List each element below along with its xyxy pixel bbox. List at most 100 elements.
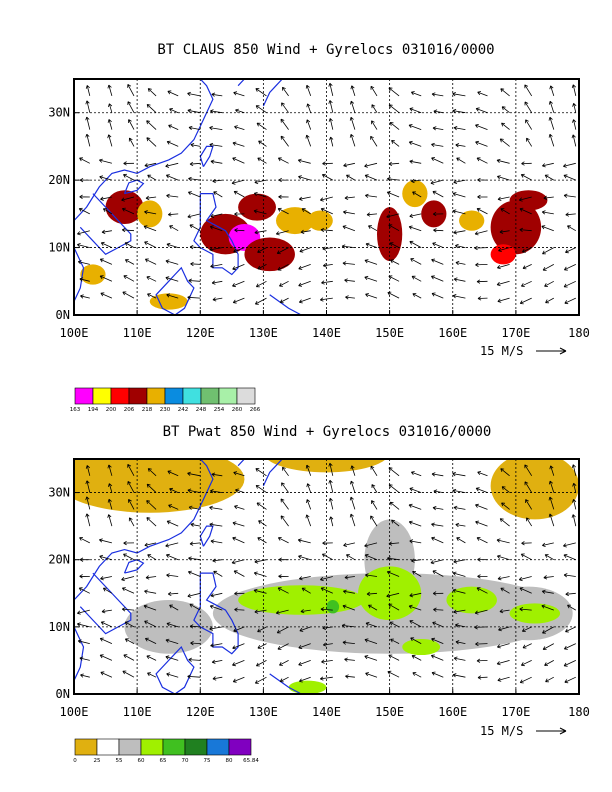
panel1-gridlines [74,79,579,315]
wind-vector [276,247,289,255]
wind-vector [409,620,422,628]
wind-vector [477,557,488,562]
wind-vector [187,674,201,679]
wind-vector [124,259,135,265]
wind-vector [188,505,201,510]
wind-vector [166,140,179,147]
wind-vector [455,623,466,628]
wind-vector [543,575,554,580]
wind-vector [85,100,91,113]
wind-vector [564,676,576,684]
wind-vector [452,673,466,678]
wind-vector [168,124,179,130]
wind-vector [79,194,90,199]
wind-vector [567,225,577,232]
wind-vector [306,499,312,510]
x-tick-label: 110E [123,705,152,719]
wind-vector [496,660,510,666]
wind-vector [277,537,289,544]
wind-vector [571,514,577,527]
wind-vector [322,540,333,546]
wind-vector [233,626,245,633]
wind-vector [410,91,422,97]
wind-vector [563,162,576,168]
wind-vector [319,676,333,681]
wind-vector [320,196,333,202]
colorbar-swatch-4 [146,387,166,405]
wind-vector [255,280,267,288]
wind-vector [253,209,267,215]
wind-vector [212,178,223,184]
wind-vector [412,293,422,299]
wind-vector [277,264,289,271]
wind-vector [387,291,400,299]
colorbar-label-5: 230 [160,407,171,413]
wind-vector [433,607,444,612]
wind-vector [187,108,201,114]
wind-vector [430,179,444,185]
wind-vector [563,174,576,181]
wind-vector [101,609,112,614]
wind-vector [496,538,510,544]
wind-vector [499,518,510,527]
coastline-8 [269,294,302,315]
colorbar-label-8: 65.84 [243,758,259,764]
wind-vector [257,264,267,270]
wind-vector [519,676,532,684]
wind-vector [127,101,135,113]
wind-vector [277,643,289,650]
wind-vector [306,103,312,113]
wind-vector [343,589,355,594]
wind-vector [231,179,245,185]
wind-vector [232,536,245,544]
colorbar-label-1: 25 [94,758,101,764]
wind-vector [169,604,179,611]
colorbar-swatch-9 [236,387,256,405]
wind-vector [364,655,378,661]
wind-vector [565,212,576,217]
wind-vector [431,522,444,527]
wind-vector [165,276,179,282]
wind-vector [498,247,510,252]
wind-vector [498,626,510,632]
wind-vector [107,498,113,510]
y-tick-label: 0N [56,308,70,322]
x-tick-label: 160E [438,326,467,340]
wind-vector [320,587,333,594]
wind-vector [524,84,533,97]
wind-vector [522,643,532,649]
wind-vector [431,258,444,265]
wind-vector [342,604,356,611]
wind-vector [432,591,444,596]
colorbar-label-6: 75 [204,758,211,764]
wind-vector [476,658,488,663]
wind-vector [210,539,223,544]
wind-vector [476,587,488,594]
wind-vector [147,174,157,181]
wind-vector [277,207,289,215]
wind-vector [544,280,554,287]
wind-vector [526,517,533,527]
wind-vector [520,660,532,667]
wind-vector [232,297,245,304]
coastline-8 [269,673,302,694]
wind-vector [165,542,179,548]
wind-vector [77,639,90,644]
wind-vector [79,656,90,661]
field-region-1 [267,459,386,473]
wind-vector [145,575,157,580]
wind-vector [322,246,333,251]
wind-vector [209,505,223,511]
wind-vector [365,242,378,248]
x-tick-label: 120E [186,705,215,719]
wind-vector [371,104,378,113]
field-region-9 [307,210,333,231]
wind-vector [256,122,267,130]
wind-vector [232,264,245,271]
wind-vector [341,623,355,628]
wind-vector [210,263,223,269]
wind-vector [571,464,577,476]
wind-vector [298,264,311,270]
wind-vector [279,676,289,683]
wind-vector [121,196,135,202]
